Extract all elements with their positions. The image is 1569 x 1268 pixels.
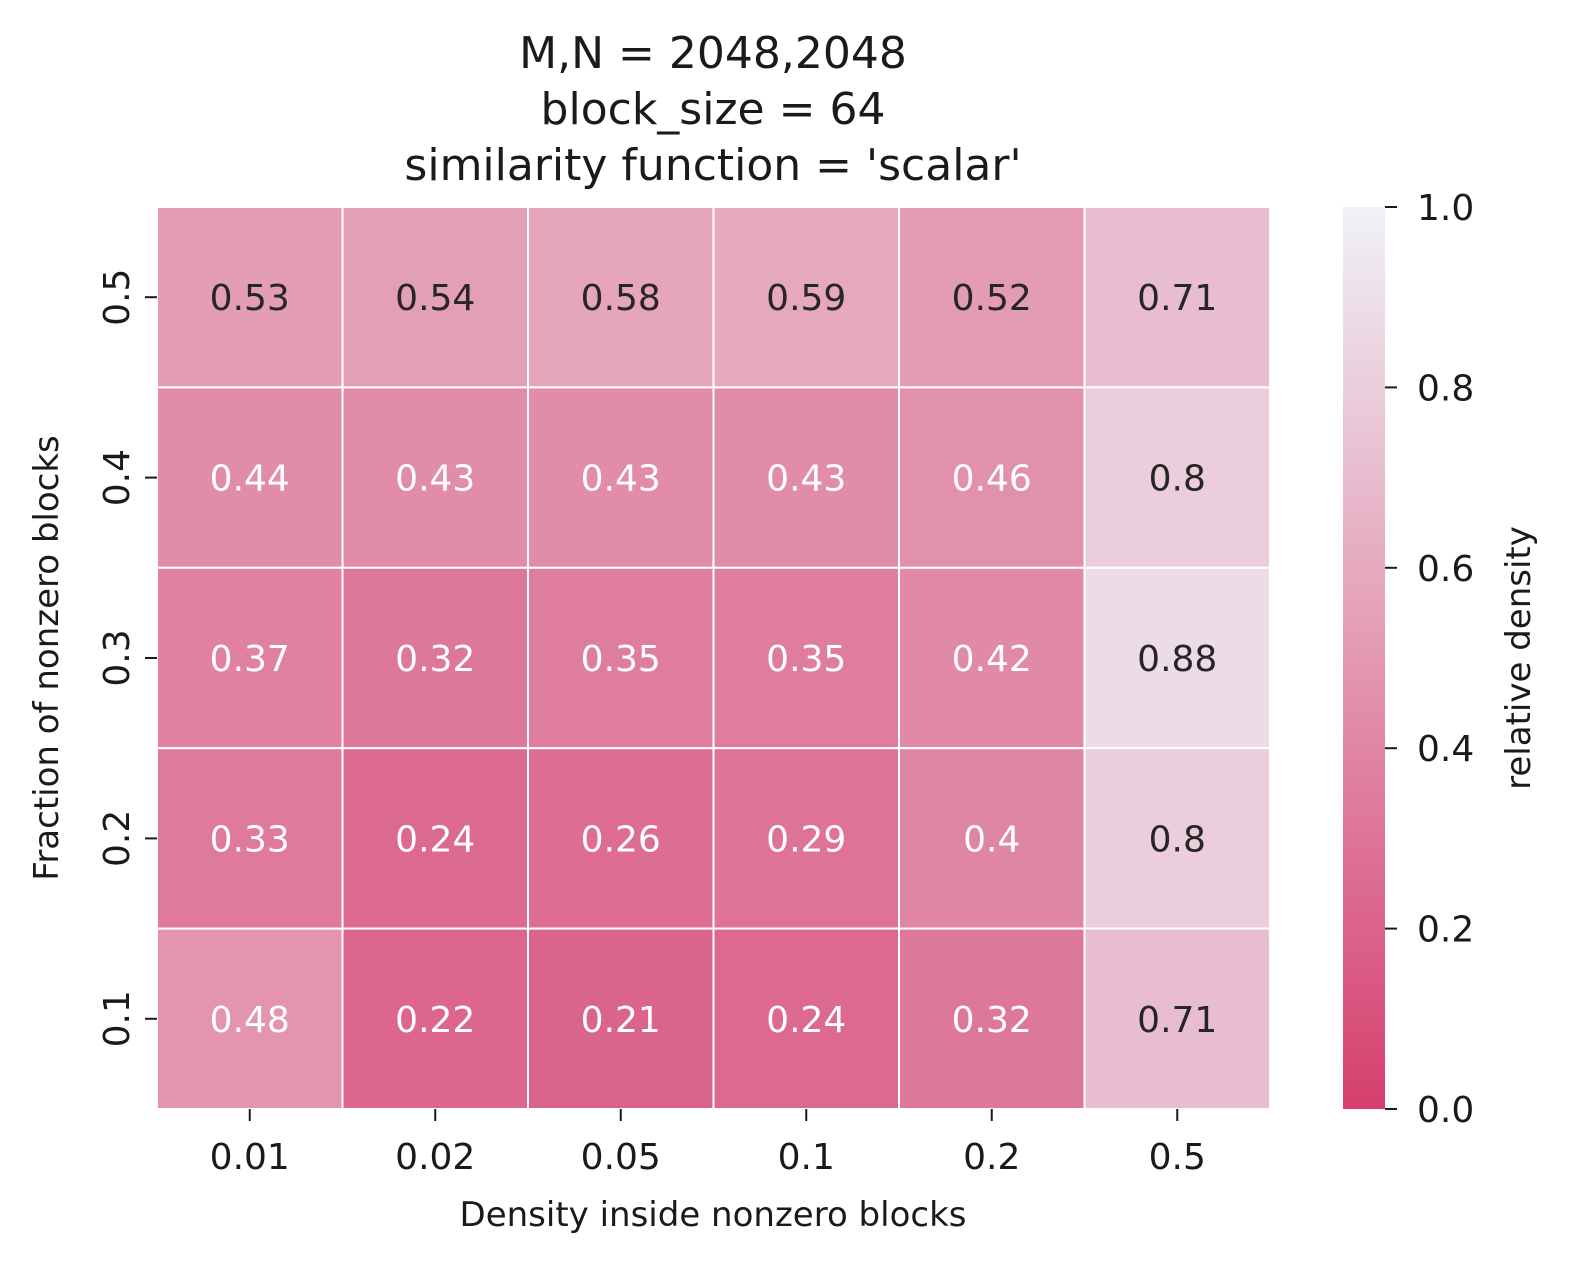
cell-value-label: 0.32	[952, 1000, 1032, 1041]
colorbar-tick-label: 0.2	[1417, 910, 1474, 951]
colorbar-gradient	[1343, 207, 1385, 1109]
heatmap-cell	[527, 566, 715, 750]
y-tick-label: 0.1	[97, 990, 138, 1047]
chart-title: M,N = 2048,2048 block_size = 64 similari…	[404, 28, 1021, 191]
heatmap-cell	[712, 747, 900, 930]
cell-value-label: 0.4	[963, 819, 1020, 860]
cell-value-label: 0.37	[210, 639, 290, 680]
cell-value-label: 0.24	[395, 819, 475, 860]
y-tick-label: 0.4	[97, 449, 138, 506]
x-tick-label: 0.1	[778, 1137, 835, 1178]
heatmap-cell	[341, 206, 529, 389]
x-tick-label: 0.05	[581, 1137, 661, 1178]
heatmap-cell	[1083, 566, 1271, 750]
cell-value-label: 0.48	[210, 1000, 290, 1041]
cell-value-label: 0.32	[395, 639, 475, 680]
heatmap-cell	[156, 747, 344, 930]
colorbar-tick-label: 1.0	[1417, 188, 1474, 229]
heatmap-cell	[1083, 927, 1271, 1110]
heatmap-cell	[712, 566, 900, 750]
title-line-2: block_size = 64	[541, 84, 886, 135]
heatmap-cell	[712, 386, 900, 569]
cell-value-label: 0.53	[210, 278, 290, 319]
heatmap-cell	[156, 206, 344, 389]
cell-value-label: 0.24	[766, 1000, 846, 1041]
cell-value-label: 0.26	[581, 819, 661, 860]
cell-value-label: 0.43	[395, 459, 475, 500]
heatmap-annotations: 0.53 0.54 0.58 0.59 0.52 0.71 0.44 0.43 0.43 0.43…	[210, 278, 1218, 1041]
y-tick-label: 0.3	[97, 629, 138, 686]
heatmap-cell	[1083, 747, 1271, 930]
cell-value-label: 0.88	[1137, 639, 1217, 680]
heatmap-cell	[898, 747, 1086, 930]
cell-value-label: 0.42	[952, 639, 1032, 680]
heatmap-cell	[341, 566, 529, 750]
heatmap-cell	[527, 747, 715, 930]
y-tick-label: 0.2	[97, 810, 138, 867]
y-axis-label: Fraction of nonzero blocks	[27, 435, 67, 881]
x-axis-ticks: 0.01 0.02 0.05 0.1 0.2 0.5	[210, 1109, 1206, 1178]
cell-value-label: 0.52	[952, 278, 1032, 319]
colorbar-tick-label: 0.8	[1417, 368, 1474, 409]
heatmap-cell	[527, 927, 715, 1110]
x-tick-label: 0.01	[210, 1137, 290, 1178]
colorbar-tick-label: 0.0	[1417, 1090, 1474, 1131]
heatmap-cell	[898, 566, 1086, 750]
heatmap-cell	[341, 386, 529, 569]
cell-value-label: 0.58	[581, 278, 661, 319]
x-axis-label: Density inside nonzero blocks	[460, 1195, 967, 1235]
heatmap-cell	[156, 927, 344, 1110]
colorbar-ticks: 0.0 0.2 0.4 0.6 0.8 1.0	[1385, 188, 1474, 1131]
cell-value-label: 0.43	[766, 459, 846, 500]
cell-value-label: 0.21	[581, 1000, 661, 1041]
title-line-1: M,N = 2048,2048	[519, 28, 907, 79]
x-tick-label: 0.02	[395, 1137, 475, 1178]
heatmap-cell	[898, 927, 1086, 1110]
colorbar: 0.0 0.2 0.4 0.6 0.8 1.0 relative density	[1343, 188, 1539, 1131]
heatmap-cell	[1083, 386, 1271, 569]
heatmap-cell	[1083, 206, 1271, 389]
cell-value-label: 0.59	[766, 278, 846, 319]
title-line-3: similarity function = 'scalar'	[404, 140, 1021, 191]
cell-value-label: 0.8	[1149, 819, 1206, 860]
cell-value-label: 0.46	[952, 459, 1032, 500]
heatmap-cell	[712, 206, 900, 389]
heatmap-cell	[712, 927, 900, 1110]
cell-value-label: 0.33	[210, 819, 290, 860]
x-tick-label: 0.2	[963, 1137, 1020, 1178]
cell-value-label: 0.29	[766, 819, 846, 860]
cell-value-label: 0.43	[581, 459, 661, 500]
cell-value-label: 0.54	[395, 278, 475, 319]
cell-value-label: 0.8	[1149, 459, 1206, 500]
colorbar-tick-label: 0.4	[1417, 729, 1474, 770]
heatmap-cell	[898, 206, 1086, 389]
colorbar-tick-label: 0.6	[1417, 549, 1474, 590]
y-axis-ticks: 0.5 0.4 0.3 0.2 0.1	[97, 269, 157, 1047]
colorbar-label: relative density	[1499, 526, 1539, 790]
x-tick-label: 0.5	[1149, 1137, 1206, 1178]
cell-value-label: 0.71	[1137, 278, 1217, 319]
y-tick-label: 0.5	[97, 269, 138, 326]
cell-value-label: 0.22	[395, 1000, 475, 1041]
cell-value-label: 0.35	[581, 639, 661, 680]
cell-value-label: 0.44	[210, 459, 290, 500]
heatmap-cell	[341, 747, 529, 930]
heatmap-cell	[527, 206, 715, 389]
heatmap-cell	[156, 566, 344, 750]
cell-value-label: 0.35	[766, 639, 846, 680]
heatmap-cells	[156, 206, 1271, 1110]
cell-value-label: 0.71	[1137, 1000, 1217, 1041]
